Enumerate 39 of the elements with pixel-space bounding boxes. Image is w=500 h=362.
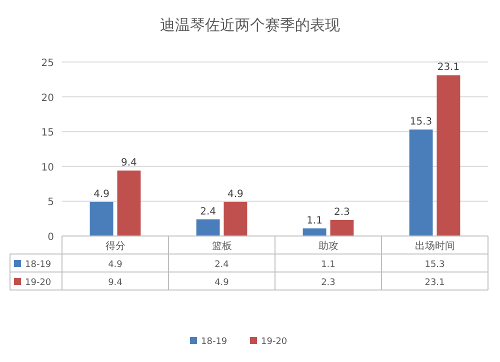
- x-tick-label: 得分: [105, 240, 126, 252]
- legend-label: 18-19: [25, 260, 52, 270]
- y-tick-label: 15: [41, 128, 54, 139]
- bar: [196, 219, 220, 236]
- bar: [117, 170, 141, 236]
- y-tick-label: 0: [48, 232, 54, 243]
- data-label: 23.1: [437, 62, 460, 74]
- text: 2.4: [214, 260, 230, 270]
- legend-label: 19-20: [25, 278, 52, 288]
- bar: [302, 228, 326, 236]
- bar: [330, 220, 354, 236]
- x-tick-label: 助攻: [318, 240, 338, 252]
- data-label: 2.4: [200, 206, 216, 218]
- data-label: 4.9: [228, 188, 244, 200]
- text: 19-20: [261, 337, 288, 347]
- data-label: 2.3: [334, 206, 350, 218]
- text: 18-19: [201, 337, 228, 347]
- data-label: 1.1: [306, 215, 322, 226]
- y-tick-label: 10: [41, 162, 54, 174]
- data-label: 9.4: [121, 158, 137, 169]
- text: 2.3: [321, 278, 336, 288]
- text: 4.9: [214, 278, 230, 288]
- y-tick-label: 20: [41, 92, 54, 104]
- text: 23.1: [424, 278, 445, 288]
- x-tick-label: 出场时间: [414, 240, 455, 252]
- text: 15.3: [424, 260, 445, 270]
- data-label: 4.9: [94, 188, 110, 200]
- x-tick-label: 篮板: [212, 240, 232, 252]
- text: 9.4: [108, 278, 123, 288]
- y-tick-label: 25: [41, 58, 54, 69]
- data-label: 15.3: [410, 116, 432, 128]
- bar: [224, 202, 248, 236]
- y-tick-label: 5: [48, 197, 54, 208]
- text: 4.9: [108, 260, 123, 270]
- chart-title: 迪温琴佐近两个赛季的表现: [160, 16, 340, 34]
- bar: [409, 130, 433, 236]
- text: 1.1: [321, 260, 336, 270]
- bar: [436, 75, 460, 236]
- bar: [90, 202, 114, 236]
